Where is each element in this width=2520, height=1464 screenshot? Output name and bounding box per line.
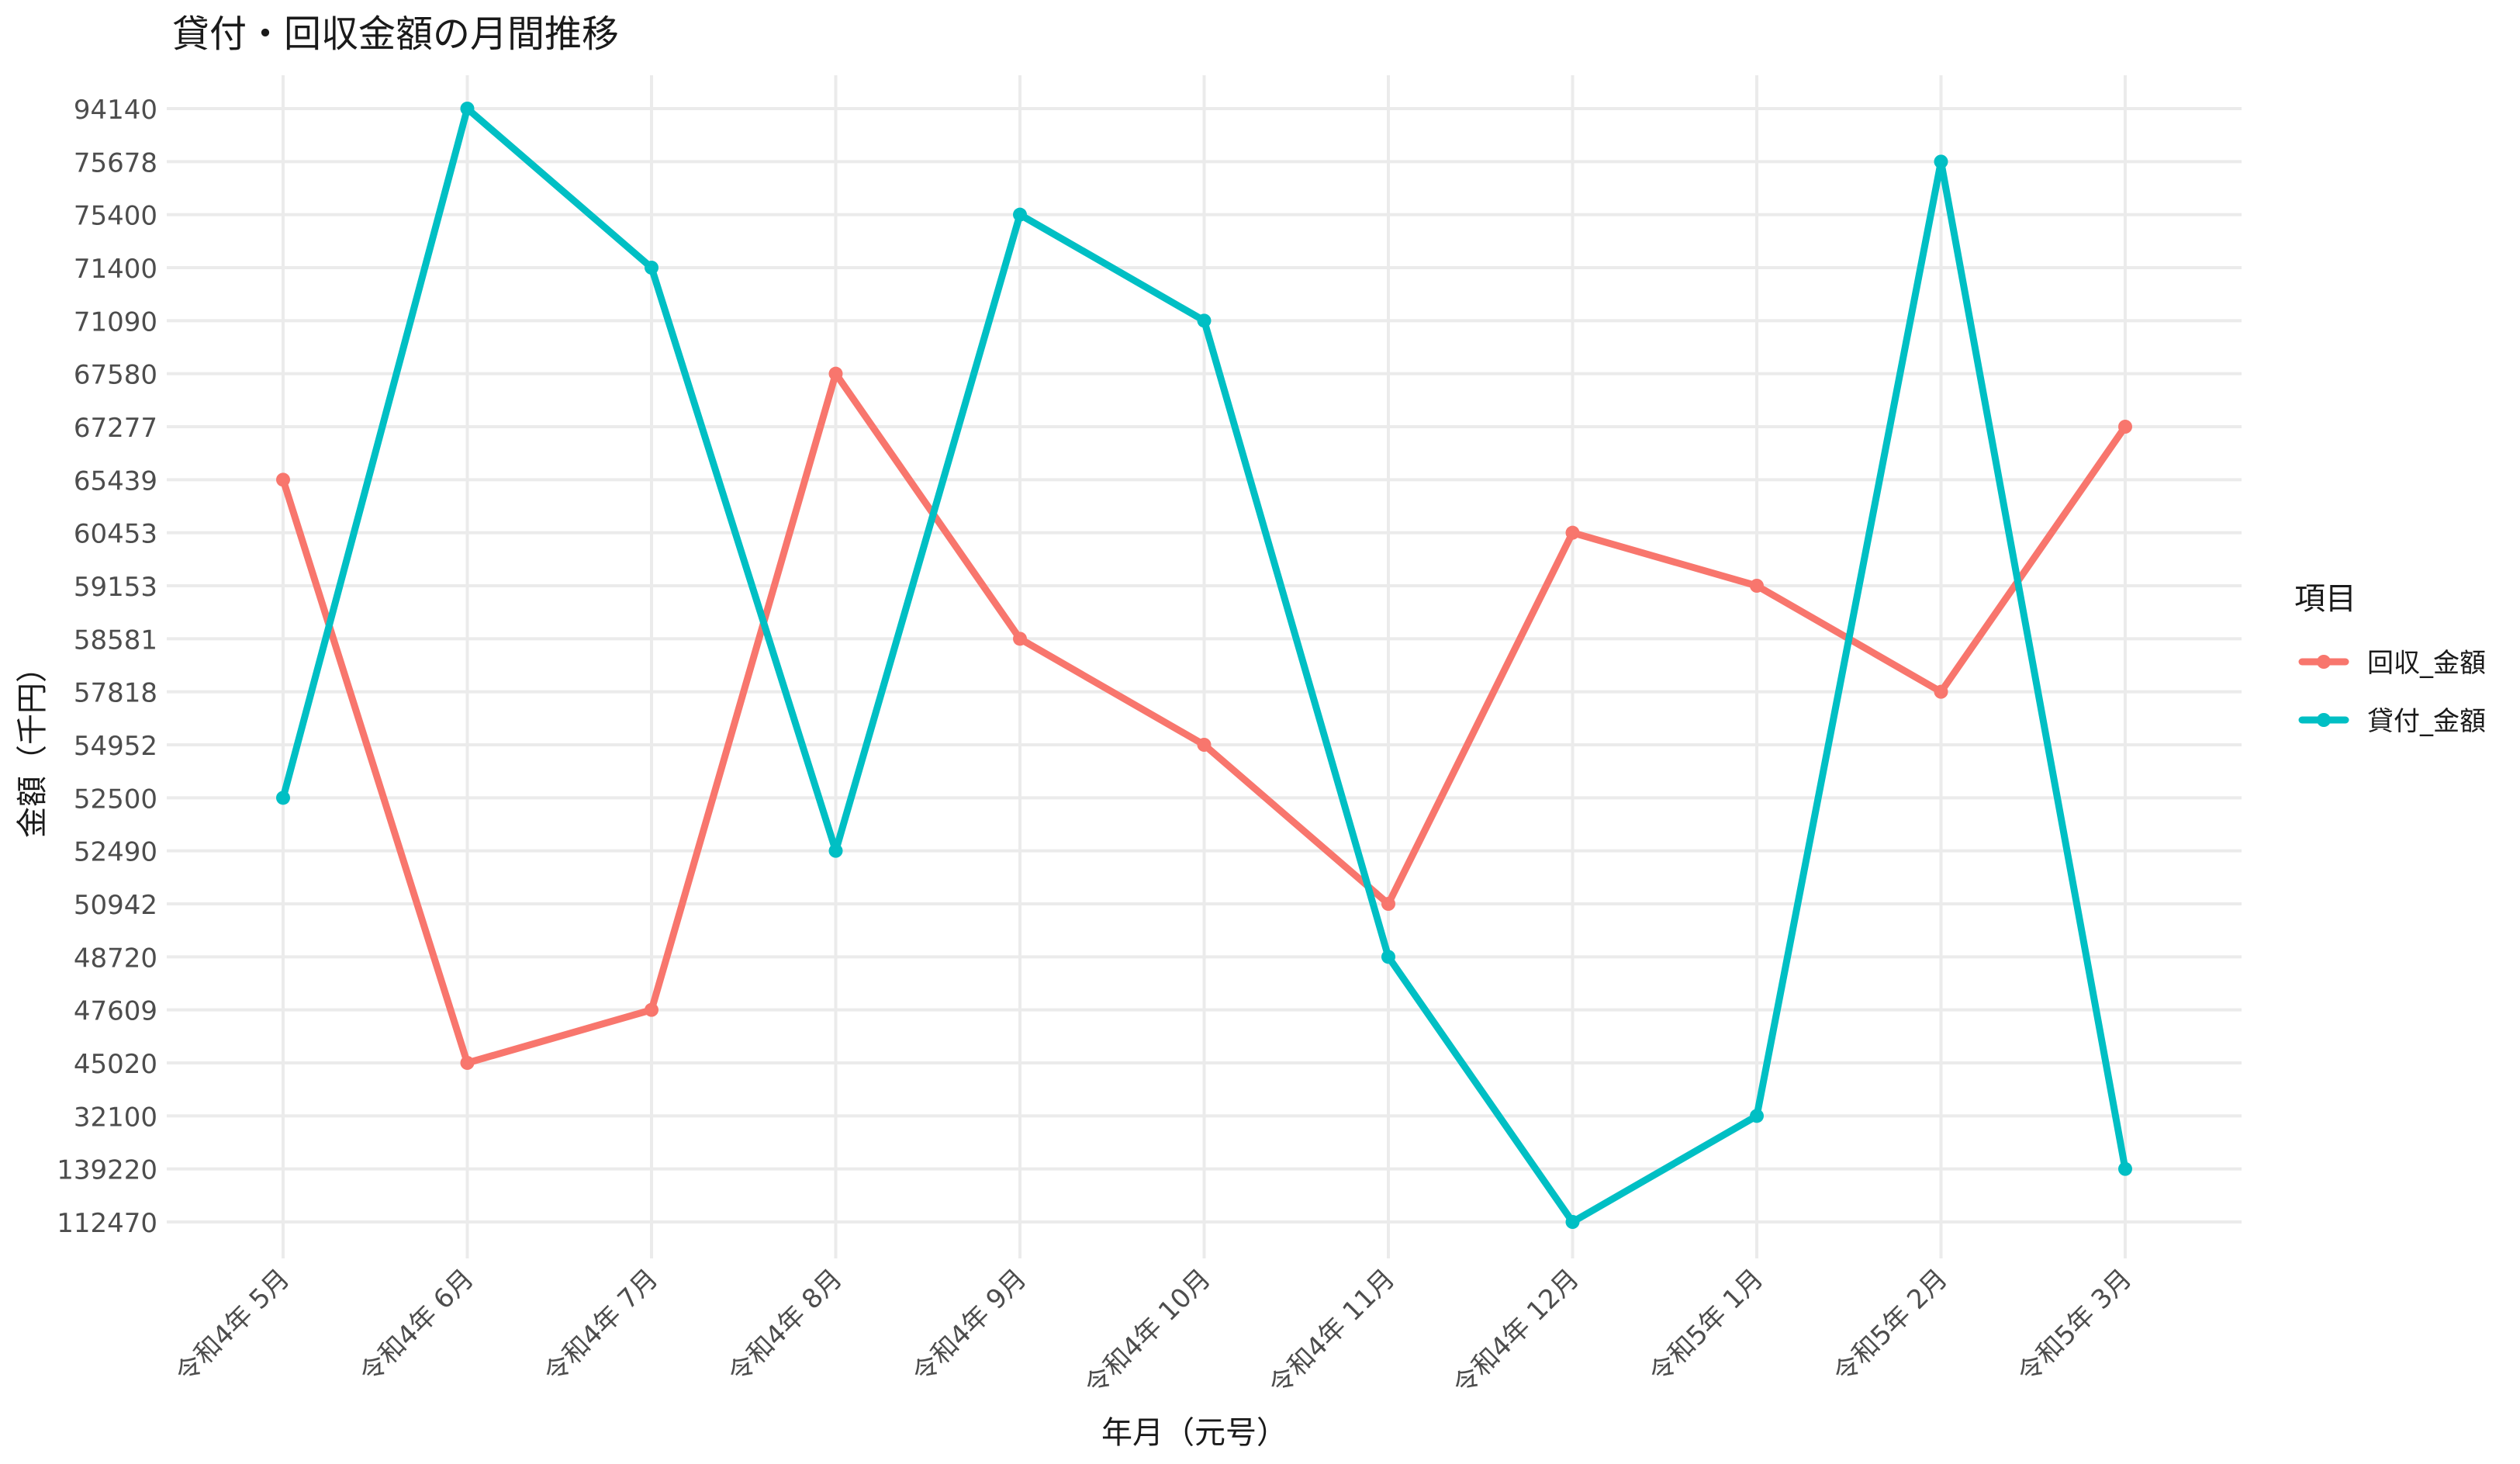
y-tick-label: 60453: [74, 519, 157, 550]
x-tick-label: 令和4年 12月: [1447, 1263, 1585, 1401]
x-tick-label: 令和5年 1月: [1644, 1263, 1770, 1390]
legend-label: 回収_金額: [2367, 648, 2486, 679]
y-tick-label: 94140: [74, 95, 157, 126]
y-tick-label: 71090: [74, 306, 157, 337]
legend-item: 回収_金額: [2298, 648, 2486, 679]
data-point: [828, 843, 843, 858]
data-point: [1381, 950, 1395, 964]
data-point: [1197, 738, 1212, 752]
x-tick-label: 令和5年 3月: [2012, 1263, 2138, 1390]
data-point: [2118, 420, 2132, 434]
y-tick-label: 139220: [57, 1155, 157, 1186]
y-tick-label: 112470: [57, 1208, 157, 1239]
y-tick-label: 47609: [74, 996, 157, 1027]
data-point: [276, 791, 290, 805]
x-tick-label: 令和5年 2月: [1827, 1263, 1954, 1390]
y-tick-label: 75400: [74, 201, 157, 232]
y-tick-label: 75678: [74, 147, 157, 178]
data-point: [1934, 154, 1948, 169]
y-axis: 112470 139220 32100 45020 47609 48720 50942 524…: [57, 95, 157, 1239]
y-tick-label: 50942: [74, 890, 157, 921]
data-point: [1013, 207, 1027, 222]
data-point: [645, 261, 659, 275]
y-tick-label: 48720: [74, 943, 157, 974]
x-tick-label: 令和4年 10月: [1079, 1263, 1217, 1401]
x-tick-label: 令和4年 8月: [722, 1263, 849, 1390]
y-tick-label: 52500: [74, 784, 157, 815]
grid-lines: [167, 75, 2242, 1258]
legend-title: 項目: [2294, 581, 2356, 617]
legend-key-point: [2317, 655, 2331, 669]
chart-title: 貸付・回収金額の月間推移: [172, 12, 619, 56]
data-point: [1750, 1109, 1764, 1123]
data-point: [276, 472, 290, 487]
data-point: [1934, 684, 1948, 699]
y-tick-label: 54952: [74, 731, 157, 762]
data-point: [1750, 579, 1764, 593]
data-point: [2118, 1161, 2132, 1176]
y-tick-label: 57818: [74, 678, 157, 709]
data-point: [1197, 313, 1212, 328]
x-tick-label: 令和4年 9月: [907, 1263, 1033, 1390]
x-tick-label: 令和4年 11月: [1263, 1263, 1401, 1401]
data-point: [645, 1002, 659, 1017]
y-tick-label: 32100: [74, 1102, 157, 1133]
data-point: [1381, 897, 1395, 911]
y-tick-label: 67277: [74, 413, 157, 444]
data-point: [1565, 1215, 1580, 1229]
y-tick-label: 59153: [74, 572, 157, 603]
y-tick-label: 65439: [74, 466, 157, 497]
data-point: [828, 366, 843, 381]
series-layer: [276, 102, 2132, 1229]
legend-key-point: [2317, 713, 2331, 727]
x-axis: 令和4年 5月 令和4年 6月 令和4年 7月 令和4年 8月 令和4年 9月 令和4年 …: [170, 1263, 2138, 1401]
y-tick-label: 52490: [74, 837, 157, 868]
y-tick-label: 58581: [74, 625, 157, 656]
legend-label: 貸付_金額: [2367, 706, 2486, 737]
y-tick-label: 45020: [74, 1049, 157, 1080]
data-point: [460, 1056, 475, 1070]
x-axis-label: 年月（元号）: [1101, 1415, 1288, 1451]
y-axis-label: 金額（千円）: [15, 652, 50, 838]
legend-item: 貸付_金額: [2298, 706, 2486, 737]
y-tick-label: 71400: [74, 254, 157, 285]
x-tick-label: 令和4年 5月: [170, 1263, 296, 1390]
x-tick-label: 令和4年 7月: [538, 1263, 665, 1390]
data-point: [1565, 525, 1580, 540]
data-point: [1013, 632, 1027, 646]
y-tick-label: 67580: [74, 360, 157, 391]
data-point: [460, 102, 475, 116]
x-tick-label: 令和4年 6月: [354, 1263, 480, 1390]
